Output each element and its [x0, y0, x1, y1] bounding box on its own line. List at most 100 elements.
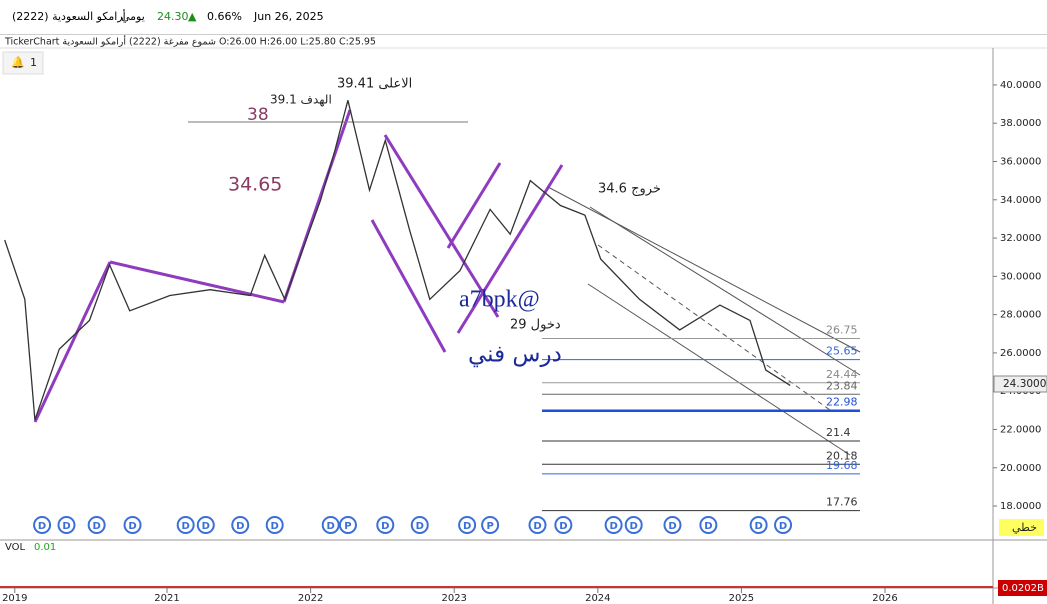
- annotation: الهدف 39.1: [270, 93, 332, 107]
- x-tick-label: 2026: [872, 593, 897, 604]
- event-label: D: [668, 521, 676, 532]
- x-tick-label: 2021: [154, 593, 179, 604]
- up-arrow: ▲: [188, 10, 197, 23]
- level-label: 22.98: [826, 396, 858, 409]
- event-label: D: [271, 521, 279, 532]
- annotation: دخول 29: [510, 318, 561, 333]
- chart-type-button[interactable]: [999, 519, 1044, 536]
- annotation: خروج 34.6: [598, 182, 661, 197]
- event-marker: [528, 516, 547, 534]
- event-label: D: [381, 521, 389, 532]
- event-marker: [87, 516, 106, 534]
- event-marker: [604, 516, 623, 534]
- change: 0.66%: [207, 10, 242, 23]
- alerts-count: 1: [30, 56, 37, 69]
- event-label: D: [609, 521, 617, 532]
- background: [0, 35, 1047, 604]
- event-label: D: [630, 521, 638, 532]
- price-tag-label: 24.3000: [1003, 378, 1046, 390]
- y-tick-label: 36.0000: [1000, 157, 1041, 168]
- y-tick-label: 26.0000: [1000, 348, 1041, 359]
- event-label: D: [463, 521, 471, 532]
- event-label: D: [704, 521, 712, 532]
- event-marker: [774, 516, 793, 534]
- y-tick-label: 18.0000: [1000, 501, 1041, 512]
- level-label: 20.18: [826, 449, 858, 462]
- event-marker: [196, 516, 215, 534]
- event-marker: [321, 516, 340, 534]
- volume-tag-label: 0.0202B: [1002, 583, 1044, 594]
- event-label: D: [182, 521, 190, 532]
- annotation: a7bpk@: [459, 287, 540, 313]
- x-tick-label: 2023: [441, 593, 466, 604]
- event-marker: [123, 516, 142, 534]
- y-tick-label: 38.0000: [1000, 118, 1041, 129]
- event-marker: [176, 516, 195, 534]
- y-tick-label: 20.0000: [1000, 463, 1041, 474]
- volume-value: 0.01: [34, 542, 56, 553]
- price-tag: [993, 375, 1047, 393]
- y-tick-label: 28.0000: [1000, 310, 1041, 321]
- event-marker: [376, 516, 395, 534]
- period[interactable]: يومي: [121, 10, 145, 23]
- event-marker: [57, 516, 76, 534]
- event-marker: [231, 516, 250, 534]
- x-tick-label: 2024: [585, 593, 610, 604]
- level-label: 26.75: [826, 324, 858, 337]
- y-tick-label: 32.0000: [1000, 233, 1041, 244]
- volume-tag: [998, 580, 1047, 596]
- symbol[interactable]: أرامكو السعودية (2222): [12, 10, 126, 23]
- event-marker: [33, 516, 52, 534]
- level-label: 25.65: [826, 345, 858, 358]
- date: Jun 26, 2025: [254, 10, 324, 23]
- annotation: الاعلى 39.41: [337, 77, 412, 92]
- annotation: 34.65: [228, 174, 282, 196]
- annotation: درس فني: [468, 342, 562, 368]
- event-marker: [458, 516, 477, 534]
- event-marker: [554, 516, 573, 534]
- event-label: D: [533, 521, 541, 532]
- alerts-button[interactable]: [2, 51, 44, 75]
- event-marker: [338, 516, 357, 534]
- event-label: D: [92, 521, 100, 532]
- event-label: D: [236, 521, 244, 532]
- y-tick-label: 30.0000: [1000, 271, 1041, 282]
- x-tick-label: 2025: [729, 593, 754, 604]
- plot: 18.000020.000022.000024.000026.000028.00…: [2, 80, 1041, 604]
- level-label: 21.4: [826, 426, 851, 439]
- price-line: [4, 100, 791, 421]
- level-label: 24.44: [826, 368, 858, 381]
- y-tick-label: 40.0000: [1000, 80, 1041, 91]
- event-marker: [481, 516, 500, 534]
- event-label: D: [62, 521, 70, 532]
- event-marker: [624, 516, 643, 534]
- event-label: D: [202, 521, 210, 532]
- chart: TickerChart شموع مفرغة (2222) أرامكو الس…: [0, 35, 1047, 604]
- event-label: D: [128, 521, 136, 532]
- y-tick-label: 34.0000: [1000, 195, 1041, 206]
- annotation: 38: [247, 105, 269, 125]
- event-label: D: [327, 521, 335, 532]
- event-marker: [410, 516, 429, 534]
- event-marker: [663, 516, 682, 534]
- trendlines: [33, 109, 564, 423]
- ohlc-info: TickerChart شموع مفرغة (2222) أرامكو الس…: [4, 35, 376, 48]
- level-label: 19.68: [826, 459, 858, 472]
- volume-title: VOL: [5, 542, 26, 553]
- event-label: D: [416, 521, 424, 532]
- event-marker: [749, 516, 768, 534]
- bell-icon: 🔔: [11, 56, 25, 69]
- x-tick-label: 2022: [298, 593, 323, 604]
- event-label: P: [344, 521, 351, 532]
- event-label: P: [486, 521, 493, 532]
- last-price: 24.30: [157, 10, 189, 23]
- event-marker: [699, 516, 718, 534]
- toolbar: أرامكو السعودية (2222) يومي 24.30 ▲ 0.66…: [0, 0, 1047, 35]
- event-label: D: [754, 521, 762, 532]
- level-label: 23.84: [826, 379, 858, 392]
- event-label: D: [559, 521, 567, 532]
- event-marker: [265, 516, 284, 534]
- event-label: D: [779, 521, 787, 532]
- y-tick-label: 22.0000: [1000, 424, 1041, 435]
